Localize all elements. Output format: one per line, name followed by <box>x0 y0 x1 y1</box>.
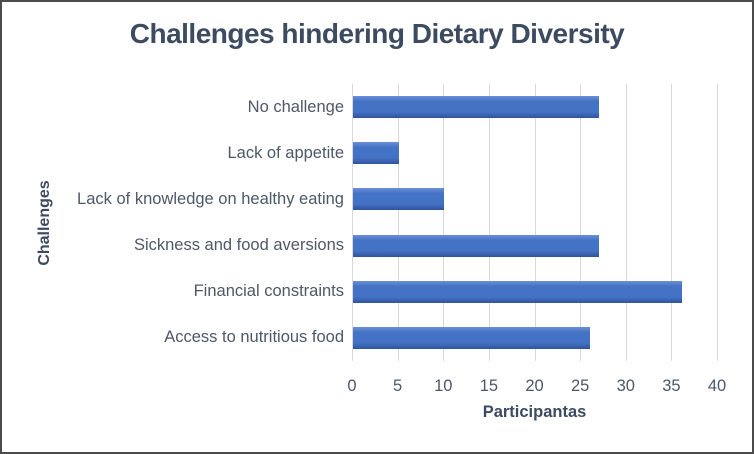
gridline <box>443 84 445 361</box>
x-tick-label: 0 <box>347 377 357 395</box>
gridline <box>580 84 582 361</box>
bar <box>353 142 399 165</box>
bar <box>353 326 591 349</box>
chart-title: Challenges hindering Dietary Diversity <box>129 18 625 49</box>
category-label: No challenge <box>247 97 344 116</box>
x-tick-label: 5 <box>393 377 403 395</box>
bar <box>353 280 682 303</box>
gridline <box>488 84 490 361</box>
gridline <box>397 84 399 361</box>
gridline <box>534 84 536 361</box>
x-axis-tick-labels: 0 5 10 15 20 25 30 35 40 <box>347 377 726 397</box>
bar <box>353 96 600 119</box>
x-tick-label: 20 <box>525 377 544 395</box>
bar <box>353 188 445 211</box>
bar <box>353 234 600 257</box>
category-axis-labels: No challenge Lack of appetite Lack of know… <box>54 84 344 361</box>
plot-area <box>352 84 718 361</box>
x-tick-label: 25 <box>570 377 590 395</box>
gridline <box>625 84 627 361</box>
x-tick-label: 40 <box>707 377 727 395</box>
category-label: Lack of appetite <box>227 143 345 162</box>
category-label: Access to nutritious food <box>164 328 344 347</box>
y-axis-line <box>352 84 353 361</box>
x-tick-label: 15 <box>479 377 499 395</box>
category-label: Lack of knowledge on healthy eating <box>77 189 344 208</box>
x-tick-label: 10 <box>434 377 453 395</box>
category-label: Sickness and food aversions <box>133 236 344 255</box>
gridline <box>671 84 673 361</box>
x-tick-label: 30 <box>616 377 635 395</box>
y-axis-title: Challenges <box>36 180 53 266</box>
gridline <box>717 84 718 361</box>
x-axis-title: Participantas <box>482 403 587 421</box>
x-tick-label: 35 <box>662 377 681 395</box>
category-label: Financial constraints <box>193 282 344 301</box>
